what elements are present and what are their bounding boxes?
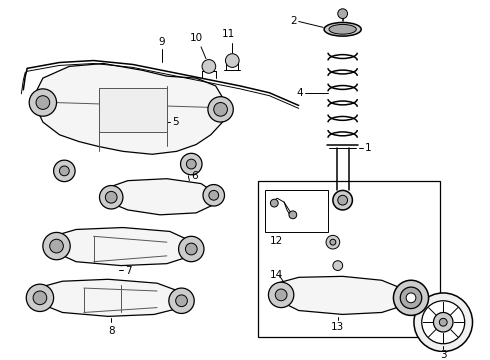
Circle shape (400, 287, 422, 309)
Circle shape (105, 192, 117, 203)
Circle shape (422, 301, 465, 344)
Circle shape (440, 318, 447, 326)
Polygon shape (37, 279, 183, 316)
Circle shape (333, 261, 343, 270)
Circle shape (59, 166, 69, 176)
Circle shape (33, 291, 47, 305)
Ellipse shape (329, 24, 356, 34)
Circle shape (269, 282, 294, 307)
Text: 8: 8 (108, 326, 115, 336)
Circle shape (275, 289, 287, 301)
Circle shape (214, 103, 227, 116)
Circle shape (406, 293, 416, 303)
Circle shape (326, 235, 340, 249)
Text: 4: 4 (296, 88, 303, 98)
Circle shape (178, 236, 204, 262)
Text: 3: 3 (440, 350, 446, 360)
Text: 11: 11 (222, 29, 235, 39)
Circle shape (434, 312, 453, 332)
Polygon shape (35, 63, 225, 154)
Circle shape (338, 195, 347, 205)
Circle shape (393, 280, 429, 315)
Circle shape (202, 59, 216, 73)
Circle shape (338, 9, 347, 19)
Text: 6: 6 (191, 171, 198, 181)
Circle shape (36, 96, 49, 109)
Ellipse shape (324, 22, 361, 36)
Polygon shape (52, 228, 193, 266)
Circle shape (270, 199, 278, 207)
Circle shape (176, 295, 187, 307)
Text: 13: 13 (331, 322, 344, 332)
Polygon shape (277, 276, 408, 314)
Text: 12: 12 (270, 236, 283, 246)
Text: 9: 9 (159, 37, 165, 47)
Circle shape (53, 160, 75, 182)
Circle shape (414, 293, 472, 351)
Circle shape (99, 185, 123, 209)
Text: 2: 2 (290, 17, 297, 27)
Text: 1: 1 (365, 143, 372, 153)
Polygon shape (108, 179, 216, 215)
Text: 14: 14 (270, 270, 283, 280)
Circle shape (180, 153, 202, 175)
Circle shape (289, 211, 297, 219)
Circle shape (225, 54, 239, 67)
Bar (258, 181, 441, 337)
Circle shape (26, 284, 53, 311)
Circle shape (186, 159, 196, 169)
Circle shape (333, 190, 352, 210)
Circle shape (49, 239, 63, 253)
Circle shape (169, 288, 194, 314)
Circle shape (203, 185, 224, 206)
Circle shape (43, 233, 70, 260)
Text: 5: 5 (172, 117, 178, 127)
Text: 7: 7 (125, 266, 131, 276)
Circle shape (209, 190, 219, 200)
Circle shape (185, 243, 197, 255)
Circle shape (29, 89, 56, 116)
Bar (265, 190, 328, 233)
Text: 10: 10 (190, 33, 203, 43)
Circle shape (208, 97, 233, 122)
Circle shape (330, 239, 336, 245)
Bar (98, 88, 167, 132)
